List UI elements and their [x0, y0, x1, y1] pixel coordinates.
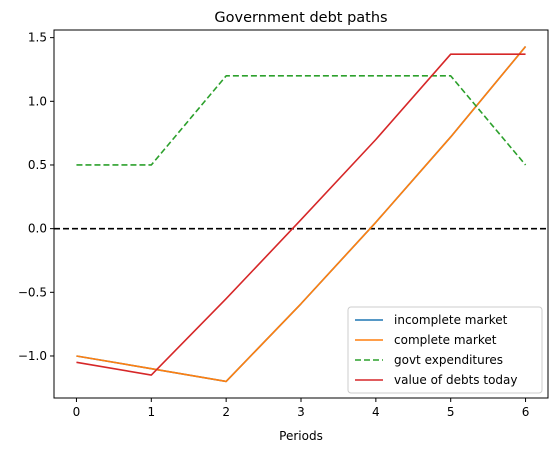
x-tick-label: 6: [522, 405, 530, 419]
x-tick-label: 2: [222, 405, 230, 419]
x-tick-label: 0: [73, 405, 81, 419]
x-tick-label: 5: [447, 405, 455, 419]
x-tick-label: 4: [372, 405, 380, 419]
y-tick-label: −1.0: [18, 349, 47, 363]
y-tick-label: 1.0: [28, 94, 47, 108]
y-tick-label: 0.0: [28, 222, 47, 236]
legend-label: incomplete market: [394, 313, 508, 327]
legend: incomplete market complete market govt exp…: [347, 306, 543, 394]
x-axis-label: Periods: [279, 429, 323, 443]
series-line-govt-expenditures: [76, 75, 527, 166]
series-line-value-of-debts-today: [76, 53, 526, 376]
legend-label: value of debts today: [394, 373, 517, 387]
y-tick-label: 0.5: [28, 158, 47, 172]
x-tick-label: 1: [147, 405, 155, 419]
legend-box: [347, 306, 543, 394]
chart-title: Government debt paths: [214, 10, 387, 26]
legend-label: complete market: [394, 333, 497, 347]
x-tick-label: 3: [297, 405, 305, 419]
series-line-complete-market: [76, 46, 527, 383]
y-tick-label: −0.5: [18, 285, 47, 299]
legend-label: govt expenditures: [394, 353, 503, 367]
y-tick-label: 1.5: [28, 31, 47, 45]
